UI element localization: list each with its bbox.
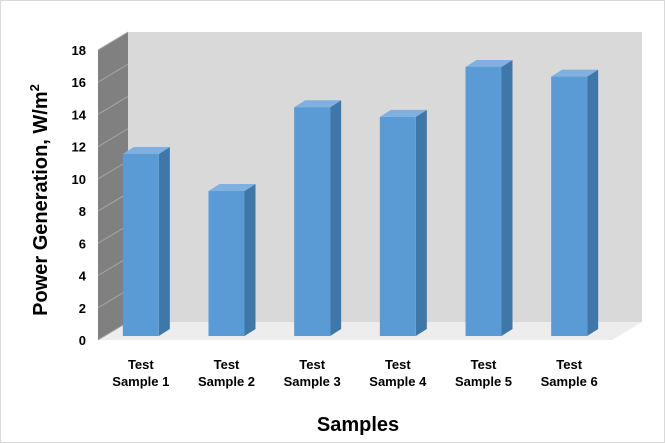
side-wall (98, 32, 128, 340)
bar (122, 146, 170, 336)
y-tick-label: 10 (72, 172, 86, 187)
bar-front (208, 191, 245, 336)
x-category-label: Test Sample 3 (284, 357, 341, 389)
bar-top (294, 100, 342, 108)
y-tick-label: 4 (79, 269, 87, 284)
x-category-label: Test Sample 4 (369, 357, 427, 389)
y-tick-line (97, 63, 129, 83)
bar-top (379, 109, 427, 117)
bar (208, 184, 256, 336)
bar-front (551, 76, 588, 336)
x-axis-categories: Test Sample 1 Test Sample 2 Test Sample 3 Test… (112, 357, 597, 389)
y-tick-label: 2 (79, 301, 86, 316)
y-tick-label: 16 (72, 75, 86, 90)
y-tick-label: 12 (72, 140, 86, 155)
y-tick-label: 6 (79, 236, 86, 251)
y-tick-label: 8 (79, 204, 86, 219)
bar-side (587, 69, 599, 336)
y-tick-label: 14 (72, 107, 87, 122)
bar-top (208, 184, 256, 191)
bar-front (379, 116, 416, 336)
bar-side (158, 146, 170, 336)
y-tick-label: 0 (79, 333, 86, 348)
bar-front (122, 153, 159, 336)
y-tick-line (97, 128, 129, 148)
bar-top (551, 69, 599, 77)
y-axis-ticks: 0 2 4 6 8 10 12 14 16 18 (72, 31, 129, 348)
x-category-label: Test Sample 6 (541, 357, 598, 389)
x-axis-title: Samples (317, 414, 399, 436)
bar-side (501, 59, 513, 336)
bar (551, 69, 599, 336)
bar (379, 109, 427, 336)
bars (122, 59, 599, 336)
bar (294, 100, 342, 336)
bar-top (122, 146, 170, 154)
x-category-label: Test Sample 1 (112, 357, 169, 389)
bar-side (415, 109, 427, 336)
bar-front (294, 107, 331, 336)
bar-front (465, 66, 502, 336)
bar-side (330, 100, 342, 336)
x-category-label: Test Sample 2 (198, 357, 255, 389)
bar (465, 59, 513, 336)
bar-top (465, 59, 513, 67)
y-tick-label: 18 (72, 43, 86, 58)
y-tick-line (97, 31, 129, 51)
y-tick-line (97, 96, 129, 115)
bar-side (244, 184, 256, 336)
x-category-label: Test Sample 5 (455, 357, 512, 389)
y-axis-title: Power Generation, W/m2 (27, 84, 52, 316)
